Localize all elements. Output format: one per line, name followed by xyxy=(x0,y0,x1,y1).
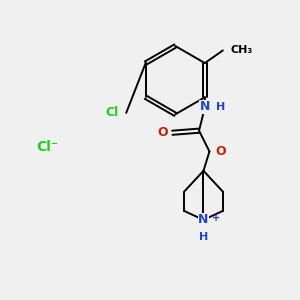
Text: H: H xyxy=(199,232,208,242)
Text: N: N xyxy=(198,213,209,226)
Text: Cl⁻: Cl⁻ xyxy=(36,140,58,154)
Text: CH₃: CH₃ xyxy=(230,45,253,56)
Text: +: + xyxy=(212,213,220,224)
Text: N: N xyxy=(200,100,210,113)
Text: H: H xyxy=(216,102,226,112)
Text: Cl: Cl xyxy=(106,106,119,119)
Text: O: O xyxy=(157,126,168,139)
Text: O: O xyxy=(215,145,226,158)
